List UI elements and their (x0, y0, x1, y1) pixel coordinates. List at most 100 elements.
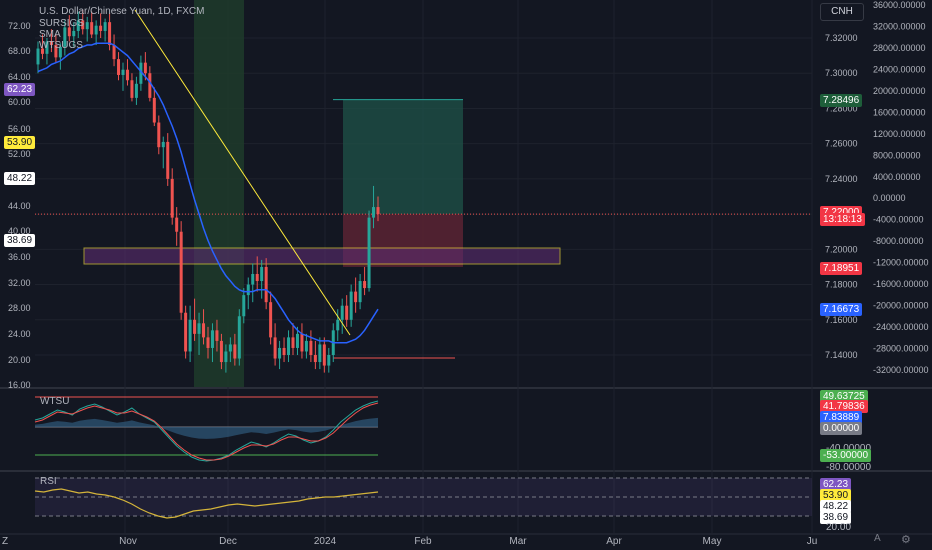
left-axis-label: 28.00 (8, 303, 31, 313)
candle-body (215, 330, 219, 341)
osc-axis-label: 16000.00000 (873, 107, 926, 117)
candle-body (193, 319, 197, 334)
candle-body (237, 316, 241, 359)
candle-body (143, 62, 147, 74)
candle-body (72, 30, 76, 37)
candle-body (269, 302, 273, 338)
auto-scale-button[interactable]: A (874, 533, 881, 544)
candle-body (197, 323, 201, 334)
candle-body (117, 59, 121, 75)
rsi-tag-1: 62.23 (820, 478, 852, 491)
time-axis-label: 2024 (314, 536, 337, 547)
candle-body (287, 337, 291, 355)
candle-body (99, 25, 103, 31)
sma-price-tag: 7.16673 (820, 303, 863, 316)
candle-body (40, 48, 44, 54)
left-tag-yellow: 53.90 (4, 136, 36, 149)
left-axis-label: 52.00 (8, 149, 31, 159)
candle-body (188, 319, 192, 352)
indicator-label-wtsugs[interactable]: WTSUGS (39, 40, 83, 51)
gear-icon[interactable]: ⚙ (901, 534, 911, 546)
time-axis-label: Nov (119, 536, 137, 547)
candle-body (278, 347, 282, 359)
wtsu-tag-1: 49.63725 (820, 390, 868, 403)
indicator-label-sursigs[interactable]: SURSIGS (39, 18, 85, 29)
time-axis-label: Feb (414, 536, 432, 547)
candle-body (242, 295, 246, 317)
candle-body (166, 141, 170, 179)
time-axis-label: Apr (606, 536, 622, 547)
candle-body (76, 20, 80, 31)
candle-body (184, 312, 188, 352)
target-price-tag: 7.28496 (820, 94, 863, 107)
price-axis-label: 7.14000 (825, 350, 858, 360)
candle-body (264, 266, 268, 303)
osc-axis-label: 20000.00000 (873, 86, 926, 96)
candle-body (134, 83, 138, 98)
wtsu-axis-2: -80.00000 (826, 462, 872, 473)
candle-body (161, 141, 165, 148)
candle-body (367, 217, 371, 289)
indicator-label-sma[interactable]: SMA (39, 29, 61, 40)
candle-body (81, 20, 85, 30)
rsi-tag-3: 48.22 (820, 500, 852, 513)
candle-body (327, 355, 331, 366)
countdown-tag: 13:18:13 (820, 213, 865, 226)
rsi-tag-4: 38.69 (820, 511, 852, 524)
left-axis-label: 16.00 (8, 380, 31, 390)
price-axis-label: 7.24000 (825, 174, 858, 184)
candle-body (336, 319, 340, 331)
candle-body (157, 122, 161, 148)
candle-body (251, 273, 255, 285)
candle-body (130, 80, 134, 98)
candle-body (349, 291, 353, 320)
candle-body (354, 291, 358, 303)
currency-button[interactable]: CNH (820, 3, 864, 21)
candle-body (345, 305, 349, 320)
price-axis-label: 7.16000 (825, 315, 858, 325)
candle-body (112, 45, 116, 60)
candle-body (291, 337, 295, 348)
osc-axis-label: -16000.00000 (873, 279, 929, 289)
left-tag-white-2: 38.69 (4, 234, 36, 247)
osc-axis-label: 24000.00000 (873, 64, 926, 74)
price-axis-label: 7.30000 (825, 68, 858, 78)
candle-body (170, 178, 174, 218)
candle-body (233, 344, 237, 359)
osc-axis-label: 32000.00000 (873, 21, 926, 31)
rsi-pane-title: RSI (40, 476, 57, 487)
trendline (134, 9, 351, 336)
candle-body (108, 22, 112, 46)
candle-body (175, 217, 179, 232)
osc-axis-label: 0.00000 (873, 193, 906, 203)
candle-body (363, 281, 367, 289)
osc-axis-label: -12000.00000 (873, 258, 929, 268)
left-axis-label: 24.00 (8, 329, 31, 339)
candle-body (152, 97, 156, 123)
left-axis-label: 56.00 (8, 124, 31, 134)
candle-body (58, 46, 62, 58)
candle-body (255, 273, 259, 282)
candle-body (85, 22, 89, 30)
left-tag-white-1: 48.22 (4, 172, 36, 185)
rsi-axis-1: 20.00 (826, 522, 852, 533)
candle-body (273, 337, 277, 359)
time-axis-label: Ju (807, 536, 818, 547)
candle-body (54, 45, 58, 58)
osc-axis-label: 8000.00000 (873, 150, 921, 160)
osc-axis-label: 4000.00000 (873, 172, 921, 182)
candle-body (202, 323, 206, 338)
candle-body (318, 344, 322, 363)
osc-axis-label: -32000.00000 (873, 365, 929, 375)
price-axis-label: 7.26000 (825, 139, 858, 149)
wtsu-tag-3: 7.83889 (820, 411, 863, 424)
osc-axis-label: 36000.00000 (873, 0, 926, 10)
wtsu-axis-tag: -53.00000 (820, 449, 872, 462)
candle-body (246, 284, 250, 296)
wtsu-histogram (35, 417, 378, 439)
candle-body (125, 69, 129, 81)
sma-line (37, 42, 379, 344)
candle-body (210, 330, 214, 348)
candle-body (63, 27, 67, 47)
